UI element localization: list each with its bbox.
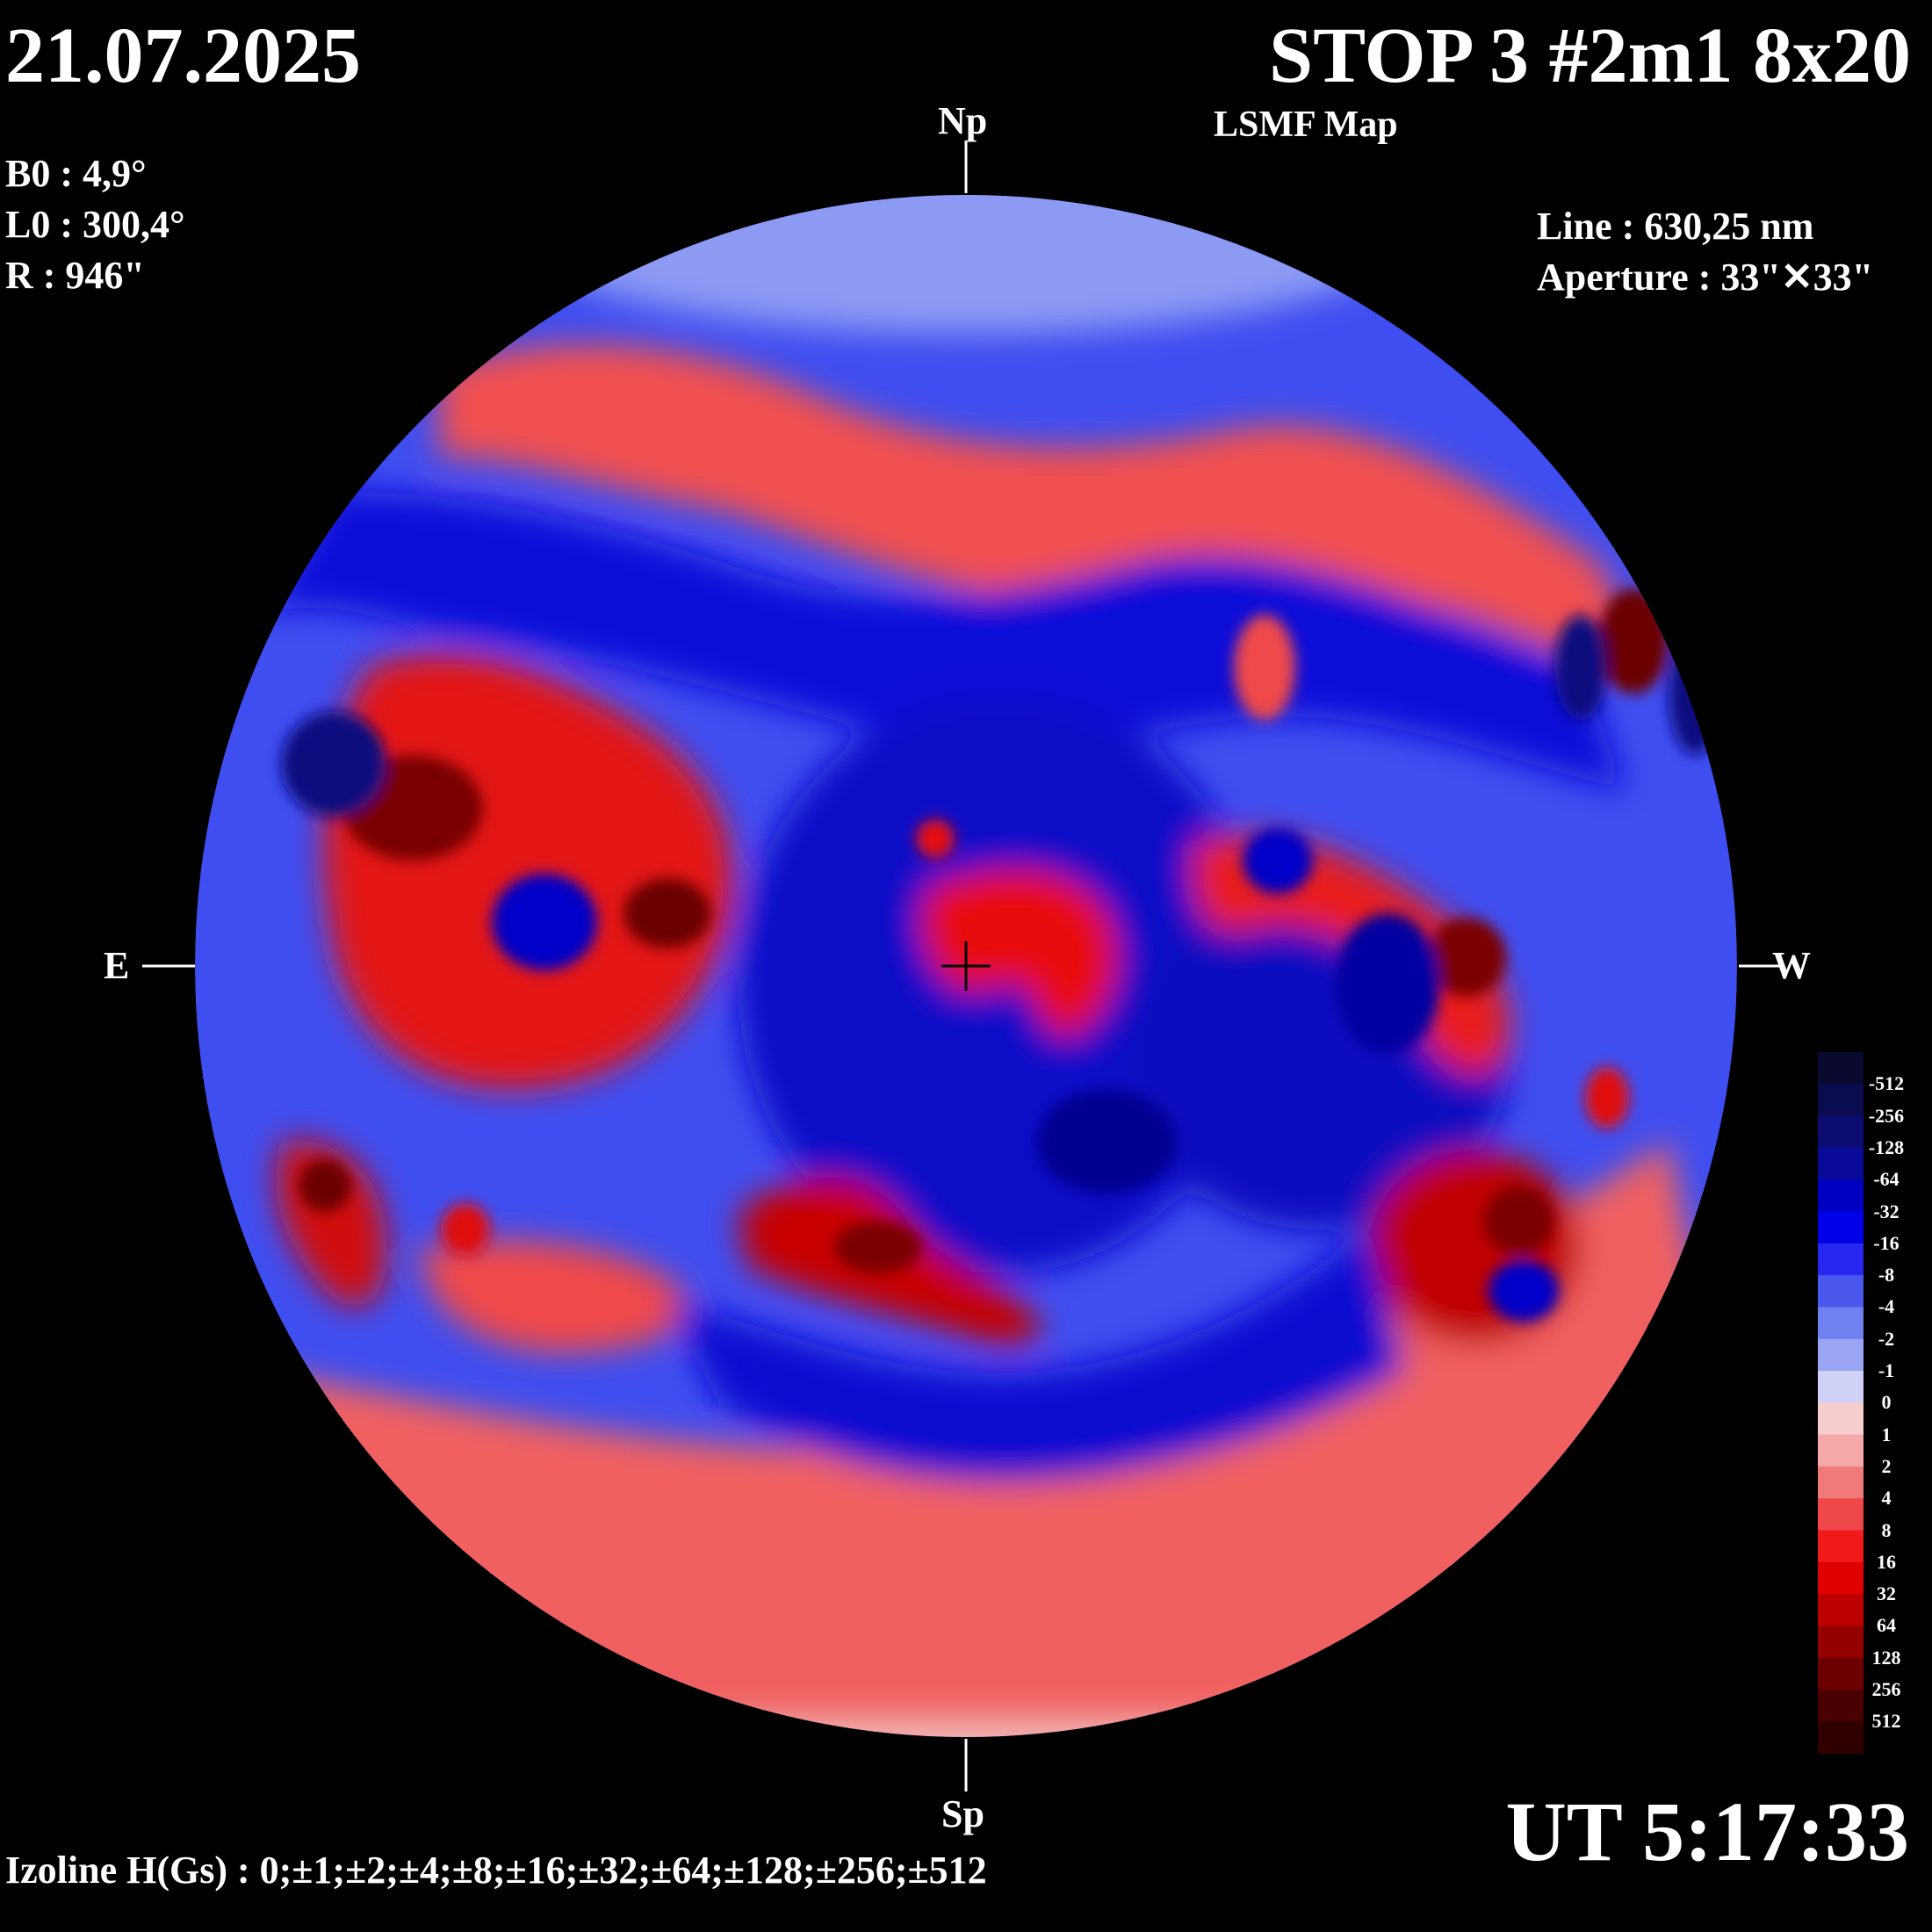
legend-level-label: -64: [1873, 1168, 1900, 1191]
solar-disk: [195, 195, 1737, 1737]
legend-swatch: [1818, 1338, 1864, 1372]
legend-level-label: 16: [1877, 1550, 1896, 1573]
north-pole-label: Np: [938, 99, 988, 142]
color-legend: [1818, 1052, 1864, 1755]
param-radius: R : 946": [5, 254, 145, 297]
legend-level-label: 4: [1881, 1487, 1892, 1510]
legend-swatch: [1818, 1402, 1864, 1436]
legend-level-label: 32: [1877, 1582, 1896, 1605]
legend-level-label: -128: [1868, 1135, 1905, 1158]
legend-swatch: [1818, 1434, 1864, 1467]
legend-level-label: 2: [1881, 1454, 1892, 1477]
legend-swatch: [1818, 1657, 1864, 1690]
legend-level-label: 0: [1881, 1391, 1892, 1414]
legend-swatch: [1818, 1594, 1864, 1626]
legend-swatch: [1818, 1052, 1864, 1085]
legend-swatch: [1818, 1530, 1864, 1563]
param-l0: L0 : 300,4°: [5, 203, 185, 246]
legend-level-label: -256: [1868, 1104, 1905, 1127]
legend-swatch: [1818, 1084, 1864, 1117]
observation-date: 21.07.2025: [5, 12, 361, 99]
legend-swatch: [1818, 1211, 1864, 1244]
aperture: Aperture : 33"✕33": [1537, 256, 1874, 299]
legend-swatch: [1818, 1147, 1864, 1180]
param-b0: B0 : 4,9°: [5, 152, 147, 195]
legend-swatch: [1818, 1626, 1864, 1659]
legend-swatch: [1818, 1466, 1864, 1499]
legend-level-label: 8: [1881, 1518, 1892, 1541]
legend-level-label: -512: [1868, 1072, 1905, 1095]
legend-level-label: 1: [1881, 1423, 1892, 1445]
legend-level-label: 512: [1871, 1710, 1901, 1733]
legend-level-label: -32: [1873, 1200, 1900, 1222]
legend-swatch: [1818, 1243, 1864, 1276]
legend-swatch: [1818, 1115, 1864, 1149]
isoline-levels: Izoline H(Gs) : 0;±1;±2;±4;±8;±16;±32;±6…: [5, 1849, 987, 1892]
legend-swatch: [1818, 1307, 1864, 1340]
legend-swatch: [1818, 1179, 1864, 1212]
legend-swatch: [1818, 1561, 1864, 1595]
west-label: W: [1772, 944, 1811, 987]
legend-level-label: -16: [1873, 1231, 1900, 1254]
east-label: E: [104, 944, 130, 987]
legend-swatch: [1818, 1721, 1864, 1755]
legend-swatch: [1818, 1371, 1864, 1403]
map-title: STOP 3 #2m1 8x20: [1269, 12, 1911, 99]
legend-level-label: 256: [1871, 1678, 1901, 1700]
legend-level-label: -8: [1878, 1264, 1895, 1287]
legend-swatch: [1818, 1275, 1864, 1308]
legend-swatch: [1818, 1498, 1864, 1531]
spectral-line: Line : 630,25 nm: [1537, 205, 1814, 248]
legend-level-label: -4: [1878, 1295, 1895, 1318]
map-subtitle: LSMF Map: [1214, 105, 1398, 145]
legend-swatch: [1818, 1690, 1864, 1722]
legend-level-label: -1: [1878, 1359, 1895, 1381]
legend-level-label: 128: [1871, 1646, 1901, 1669]
legend-level-label: 64: [1877, 1614, 1896, 1637]
south-pole-label: Sp: [941, 1792, 984, 1835]
legend-level-label: -2: [1878, 1327, 1895, 1350]
ut-time: UT 5:17:33: [1505, 1784, 1909, 1878]
